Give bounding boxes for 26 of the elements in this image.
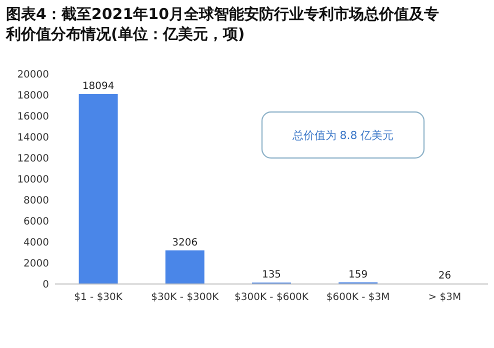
y-tick-label: 2000 [24, 258, 49, 270]
y-tick-label: 14000 [17, 132, 49, 144]
bar [78, 94, 118, 284]
chart-title: 图表4：截至2021年10月全球智能安防行业专利市场总价值及专利价值分布情况(单位：亿美元，项) [6, 4, 440, 44]
annotation: 总价值为 8.8 亿美元 [291, 129, 394, 142]
bar [165, 250, 204, 284]
y-tick-label: 20000 [17, 70, 49, 80]
x-tick-label: $600K - $3M [326, 292, 390, 303]
y-tick-label: 8000 [24, 196, 49, 206]
y-tick-label: 16000 [17, 112, 49, 122]
x-tick-label: $1 - $30K [74, 292, 123, 303]
data-label: 18094 [82, 81, 114, 92]
y-tick-label: 18000 [17, 90, 49, 102]
y-tick-label: 12000 [17, 154, 49, 164]
annotation-box: 总价值为 8.8 亿美元 [261, 111, 425, 159]
x-tick-label: $300K - $600K [234, 292, 309, 303]
y-tick-label: 6000 [24, 216, 49, 228]
y-tick-label: 4000 [24, 238, 49, 248]
x-tick-label: $30K - $300K [151, 292, 220, 303]
y-tick-label: 10000 [17, 174, 49, 186]
y-tick-label: 0 [42, 280, 49, 290]
data-label: 3206 [172, 237, 198, 248]
data-label: 135 [262, 270, 282, 281]
data-label: 159 [348, 269, 368, 280]
data-label: 26 [438, 270, 452, 282]
x-tick-label: > $3M [428, 292, 462, 303]
